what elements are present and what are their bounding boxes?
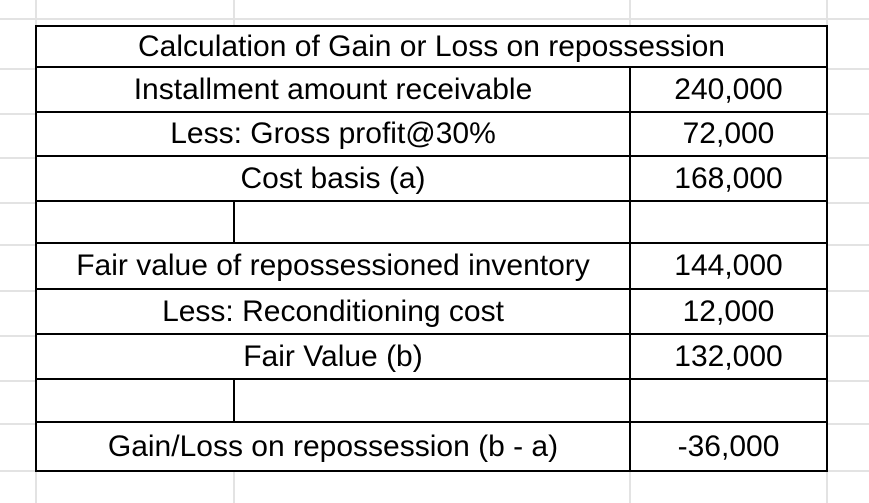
label-cell[interactable]: Fair Value (b): [243, 339, 423, 373]
value-cell[interactable]: 240,000: [629, 68, 826, 111]
label-cell[interactable]: Fair value of repossessioned inventory: [76, 249, 590, 282]
label-cell[interactable]: Gain/Loss on repossession (b - a): [107, 429, 559, 463]
table-row-result: Gain/Loss on repossession (b - a) -36,00…: [37, 423, 826, 470]
empty-cell[interactable]: [37, 380, 233, 421]
label-cell[interactable]: Less: Reconditioning cost: [162, 294, 504, 328]
empty-cell[interactable]: [629, 380, 826, 421]
table-row-spacer: [37, 380, 826, 423]
table-row-title: Calculation of Gain or Loss on repossess…: [37, 27, 826, 68]
table-row: Cost basis (a) 168,000: [37, 157, 826, 202]
label-cell[interactable]: Installment amount receivable: [133, 72, 533, 106]
value-cell[interactable]: 12,000: [629, 290, 826, 333]
value-cell[interactable]: 144,000: [629, 244, 826, 288]
table-row: Less: Reconditioning cost 12,000: [37, 290, 826, 335]
table-row-spacer: [37, 202, 826, 244]
gain-loss-table: Calculation of Gain or Loss on repossess…: [35, 25, 828, 472]
empty-cell[interactable]: [233, 202, 629, 242]
value-cell[interactable]: 168,000: [629, 157, 826, 200]
empty-cell[interactable]: [37, 202, 233, 242]
table-row: Installment amount receivable 240,000: [37, 68, 826, 113]
table-row: Fair Value (b) 132,000: [37, 335, 826, 380]
label-cell[interactable]: Less: Gross profit@30%: [170, 117, 496, 150]
value-cell[interactable]: 72,000: [629, 113, 826, 155]
gridline-row: [0, 18, 869, 20]
value-cell[interactable]: -36,000: [629, 423, 826, 470]
empty-cell[interactable]: [233, 380, 629, 421]
table-title-cell[interactable]: Calculation of Gain or Loss on repossess…: [138, 29, 725, 63]
empty-cell[interactable]: [629, 202, 826, 242]
value-cell[interactable]: 132,000: [629, 335, 826, 378]
table-row: Fair value of repossessioned inventory 1…: [37, 244, 826, 290]
label-cell[interactable]: Cost basis (a): [240, 161, 426, 195]
table-row: Less: Gross profit@30% 72,000: [37, 113, 826, 157]
